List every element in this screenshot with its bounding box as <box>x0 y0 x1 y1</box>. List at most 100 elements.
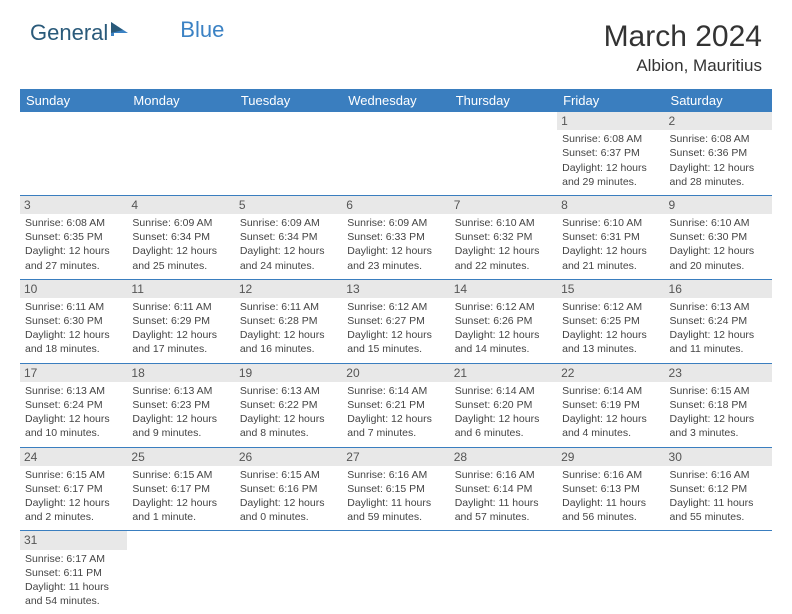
calendar-cell: 31Sunrise: 6:17 AMSunset: 6:11 PMDayligh… <box>20 531 127 614</box>
cell-line: Daylight: 12 hours <box>132 328 229 342</box>
cell-line: and 25 minutes. <box>132 259 229 273</box>
day-number: 30 <box>665 448 772 466</box>
calendar-cell: 25Sunrise: 6:15 AMSunset: 6:17 PMDayligh… <box>127 447 234 531</box>
day-number: 4 <box>127 196 234 214</box>
day-number: 19 <box>235 364 342 382</box>
logo-text-blue: Blue <box>180 17 224 43</box>
cell-line: Daylight: 12 hours <box>347 328 444 342</box>
cell-line: and 22 minutes. <box>455 259 552 273</box>
calendar-cell <box>127 531 234 614</box>
calendar-cell <box>342 531 449 614</box>
calendar-cell <box>20 112 127 195</box>
calendar-cell: 10Sunrise: 6:11 AMSunset: 6:30 PMDayligh… <box>20 279 127 363</box>
cell-line: and 4 minutes. <box>562 426 659 440</box>
cell-line: and 17 minutes. <box>132 342 229 356</box>
cell-line: and 13 minutes. <box>562 342 659 356</box>
calendar-cell: 8Sunrise: 6:10 AMSunset: 6:31 PMDaylight… <box>557 195 664 279</box>
cell-line: and 15 minutes. <box>347 342 444 356</box>
calendar-row: 31Sunrise: 6:17 AMSunset: 6:11 PMDayligh… <box>20 531 772 614</box>
calendar-cell <box>342 112 449 195</box>
cell-line: Sunset: 6:34 PM <box>132 230 229 244</box>
cell-line: Daylight: 12 hours <box>455 244 552 258</box>
cell-line: Sunset: 6:18 PM <box>670 398 767 412</box>
cell-line: Sunset: 6:17 PM <box>132 482 229 496</box>
day-number: 12 <box>235 280 342 298</box>
calendar-cell: 29Sunrise: 6:16 AMSunset: 6:13 PMDayligh… <box>557 447 664 531</box>
weekday-header: Sunday <box>20 89 127 112</box>
cell-line: and 16 minutes. <box>240 342 337 356</box>
cell-line: and 27 minutes. <box>25 259 122 273</box>
day-number <box>127 112 234 130</box>
cell-line: Sunset: 6:32 PM <box>455 230 552 244</box>
cell-line: Sunset: 6:15 PM <box>347 482 444 496</box>
cell-line: Sunrise: 6:16 AM <box>455 468 552 482</box>
day-number <box>235 531 342 549</box>
cell-line: Sunrise: 6:15 AM <box>25 468 122 482</box>
cell-line: Sunrise: 6:16 AM <box>347 468 444 482</box>
calendar-row: 24Sunrise: 6:15 AMSunset: 6:17 PMDayligh… <box>20 447 772 531</box>
month-title: March 2024 <box>604 20 762 54</box>
day-number: 29 <box>557 448 664 466</box>
cell-line: Sunrise: 6:17 AM <box>25 552 122 566</box>
cell-line: and 29 minutes. <box>562 175 659 189</box>
cell-line: Sunset: 6:29 PM <box>132 314 229 328</box>
cell-line: Sunset: 6:21 PM <box>347 398 444 412</box>
cell-line: Sunrise: 6:10 AM <box>670 216 767 230</box>
calendar-cell: 27Sunrise: 6:16 AMSunset: 6:15 PMDayligh… <box>342 447 449 531</box>
cell-line: and 0 minutes. <box>240 510 337 524</box>
calendar-cell: 23Sunrise: 6:15 AMSunset: 6:18 PMDayligh… <box>665 363 772 447</box>
day-number: 17 <box>20 364 127 382</box>
day-number: 3 <box>20 196 127 214</box>
cell-line: Sunrise: 6:14 AM <box>562 384 659 398</box>
day-number: 15 <box>557 280 664 298</box>
cell-line: Sunrise: 6:16 AM <box>670 468 767 482</box>
day-number <box>342 112 449 130</box>
weekday-header: Thursday <box>450 89 557 112</box>
cell-line: Daylight: 12 hours <box>562 161 659 175</box>
calendar-cell: 14Sunrise: 6:12 AMSunset: 6:26 PMDayligh… <box>450 279 557 363</box>
cell-line: Sunset: 6:20 PM <box>455 398 552 412</box>
cell-line: Daylight: 11 hours <box>25 580 122 594</box>
cell-line: Sunset: 6:24 PM <box>25 398 122 412</box>
weekday-header: Saturday <box>665 89 772 112</box>
cell-line: Daylight: 11 hours <box>455 496 552 510</box>
day-number: 27 <box>342 448 449 466</box>
location-label: Albion, Mauritius <box>604 56 762 76</box>
day-number <box>342 531 449 549</box>
cell-line: Sunrise: 6:13 AM <box>25 384 122 398</box>
cell-line: Daylight: 12 hours <box>670 328 767 342</box>
cell-line: Sunrise: 6:08 AM <box>670 132 767 146</box>
calendar-cell <box>127 112 234 195</box>
day-number <box>20 112 127 130</box>
day-number: 9 <box>665 196 772 214</box>
calendar-cell: 30Sunrise: 6:16 AMSunset: 6:12 PMDayligh… <box>665 447 772 531</box>
day-number: 26 <box>235 448 342 466</box>
cell-line: Daylight: 11 hours <box>562 496 659 510</box>
cell-line: and 24 minutes. <box>240 259 337 273</box>
cell-line: Sunrise: 6:15 AM <box>670 384 767 398</box>
cell-line: and 28 minutes. <box>670 175 767 189</box>
cell-line: and 6 minutes. <box>455 426 552 440</box>
calendar-cell: 4Sunrise: 6:09 AMSunset: 6:34 PMDaylight… <box>127 195 234 279</box>
day-number: 22 <box>557 364 664 382</box>
cell-line: Sunset: 6:24 PM <box>670 314 767 328</box>
cell-line: and 57 minutes. <box>455 510 552 524</box>
cell-line: Daylight: 12 hours <box>562 412 659 426</box>
cell-line: and 11 minutes. <box>670 342 767 356</box>
cell-line: Sunrise: 6:15 AM <box>132 468 229 482</box>
cell-line: Sunrise: 6:12 AM <box>562 300 659 314</box>
calendar-cell: 20Sunrise: 6:14 AMSunset: 6:21 PMDayligh… <box>342 363 449 447</box>
cell-line: and 55 minutes. <box>670 510 767 524</box>
cell-line: Sunset: 6:26 PM <box>455 314 552 328</box>
cell-line: and 14 minutes. <box>455 342 552 356</box>
cell-line: Sunrise: 6:08 AM <box>25 216 122 230</box>
calendar-row: 3Sunrise: 6:08 AMSunset: 6:35 PMDaylight… <box>20 195 772 279</box>
day-number: 14 <box>450 280 557 298</box>
calendar-cell <box>450 531 557 614</box>
cell-line: and 59 minutes. <box>347 510 444 524</box>
day-number: 25 <box>127 448 234 466</box>
cell-line: Sunrise: 6:12 AM <box>347 300 444 314</box>
cell-line: Daylight: 12 hours <box>562 244 659 258</box>
calendar-table: Sunday Monday Tuesday Wednesday Thursday… <box>20 89 772 614</box>
day-number: 10 <box>20 280 127 298</box>
